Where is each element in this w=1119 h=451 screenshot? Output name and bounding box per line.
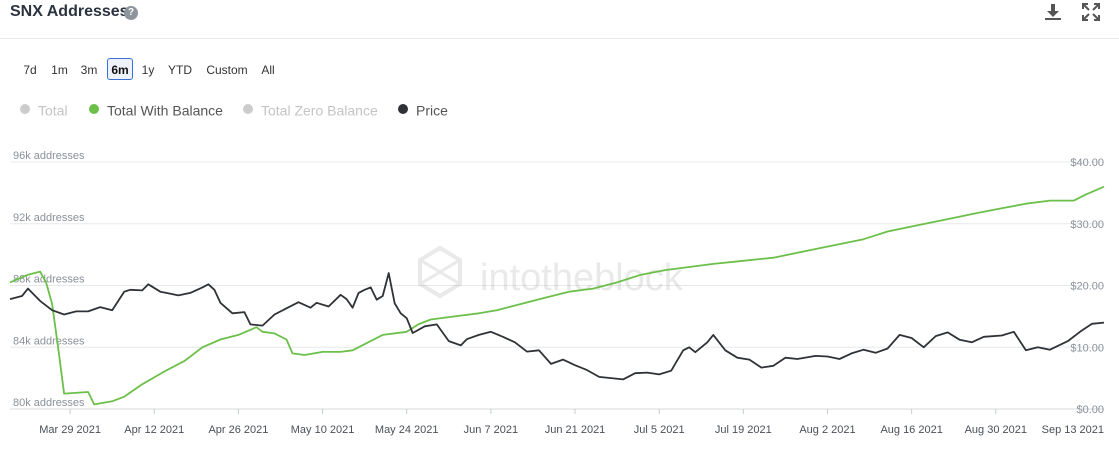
x-tick-label: Jul 5 2021 — [634, 424, 685, 436]
series-line-price[interactable] — [9, 272, 1105, 381]
right-tick-label: $20.00 — [1070, 281, 1104, 293]
x-tick-label: May 10 2021 — [291, 424, 355, 436]
series-lines — [9, 185, 1105, 406]
legend-item-total-zero-balance[interactable]: Total Zero Balance — [243, 101, 378, 118]
range-1y-button[interactable]: 1y — [137, 58, 159, 80]
left-tick-label: 84k addresses — [13, 335, 85, 347]
help-icon[interactable]: ? — [124, 6, 138, 20]
legend-label: Total Zero Balance — [261, 102, 378, 119]
legend-dot — [243, 104, 253, 115]
left-tick-label: 92k addresses — [13, 212, 85, 224]
watermark-text: intotheblock — [480, 257, 684, 299]
range-3m-button[interactable]: 3m — [76, 58, 102, 80]
chart-header: SNX Addresses ? — [0, 0, 1119, 39]
watermark: intotheblock — [418, 245, 684, 299]
right-tick-label: $40.00 — [1070, 157, 1104, 169]
range-custom-button[interactable]: Custom — [201, 58, 253, 80]
legend-dot — [89, 104, 99, 115]
x-tick-label: Mar 29 2021 — [39, 424, 101, 436]
left-axis-ticks: 80k addresses 84k addresses 88k addresses 9… — [13, 150, 85, 409]
x-tick-label: Jun 21 2021 — [545, 424, 606, 436]
left-tick-label: 96k addresses — [13, 150, 85, 162]
range-6m-button[interactable]: 6m — [107, 58, 133, 80]
legend-label: Total With Balance — [107, 102, 223, 119]
range-7d-button[interactable]: 7d — [17, 58, 43, 80]
right-axis-ticks: $0.00 $10.00 $20.00 $30.00 $40.00 — [1070, 157, 1104, 416]
gridlines — [10, 161, 1104, 410]
x-axis-ticks: Mar 29 2021 Apr 12 2021 Apr 26 2021 May 10 … — [39, 409, 1104, 436]
right-tick-label: $0.00 — [1076, 404, 1104, 416]
chart-title: SNX Addresses — [10, 3, 129, 20]
legend-item-total-with-balance[interactable]: Total With Balance — [89, 101, 223, 118]
legend-dot — [20, 104, 30, 115]
right-tick-label: $10.00 — [1070, 342, 1104, 354]
x-tick-label: Aug 30 2021 — [965, 424, 1027, 436]
legend-label: Price — [416, 102, 448, 119]
x-tick-label: Apr 26 2021 — [208, 424, 268, 436]
x-tick-label: Apr 12 2021 — [124, 424, 184, 436]
legend-item-total[interactable]: Total — [20, 101, 68, 118]
download-icon[interactable] — [1044, 3, 1062, 21]
legend-item-price[interactable]: Price — [398, 101, 448, 118]
left-tick-label: 80k addresses — [13, 397, 85, 409]
legend-label: Total — [38, 102, 68, 119]
expand-icon[interactable] — [1082, 3, 1100, 21]
x-tick-label: Jun 7 2021 — [464, 424, 518, 436]
x-tick-label: Aug 16 2021 — [880, 424, 942, 436]
legend-dot — [398, 104, 408, 115]
range-all-button[interactable]: All — [257, 58, 279, 80]
range-1m-button[interactable]: 1m — [47, 58, 72, 80]
x-tick-label: May 24 2021 — [375, 424, 439, 436]
x-tick-label: Jul 19 2021 — [715, 424, 772, 436]
range-ytd-button[interactable]: YTD — [164, 58, 196, 80]
series-line-total-with-balance[interactable] — [9, 185, 1105, 406]
right-tick-label: $30.00 — [1070, 219, 1104, 231]
x-tick-label: Sep 13 2021 — [1042, 424, 1104, 436]
x-tick-label: Aug 2 2021 — [799, 424, 855, 436]
left-tick-label: 88k addresses — [13, 274, 85, 286]
